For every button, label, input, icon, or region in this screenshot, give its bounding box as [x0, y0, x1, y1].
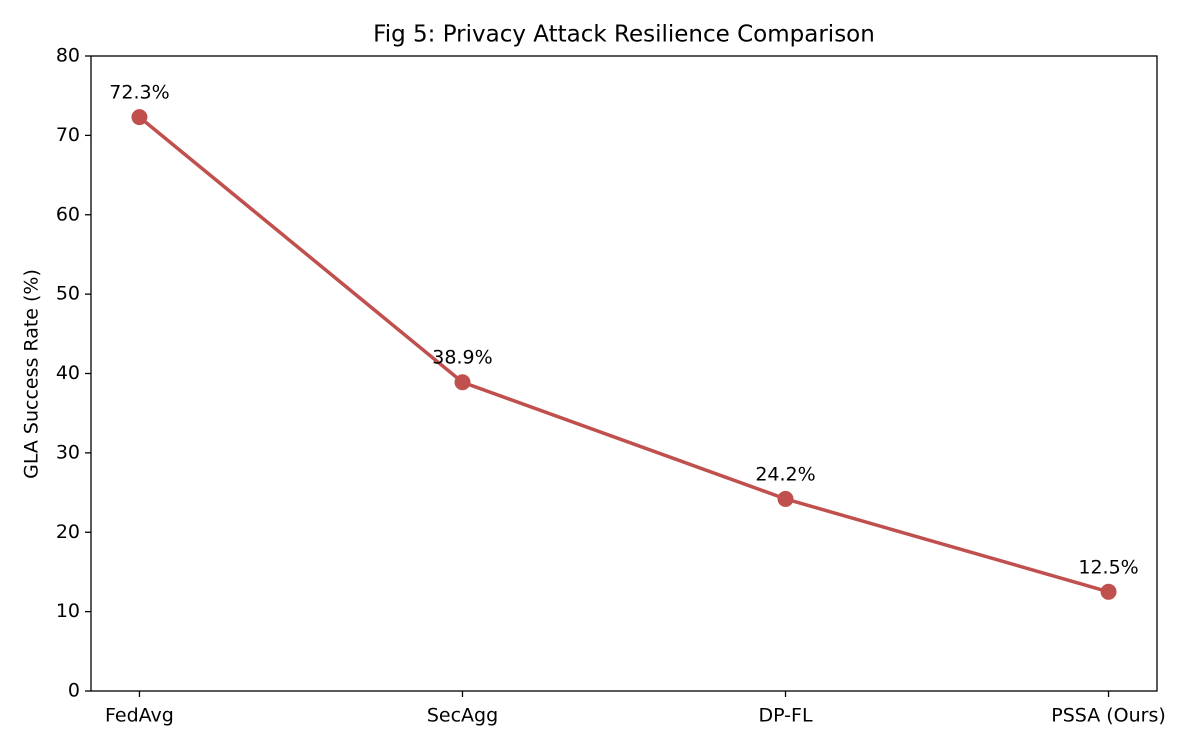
x-tick-label: SecAgg — [427, 705, 498, 727]
y-tick-label: 50 — [56, 283, 80, 305]
y-tick-label: 70 — [56, 124, 80, 146]
value-label: 38.9% — [432, 347, 492, 369]
chart-title: Fig 5: Privacy Attack Resilience Compari… — [373, 22, 875, 48]
x-tick-label: DP-FL — [758, 705, 812, 727]
y-axis-label: GLA Success Rate (%) — [21, 269, 43, 479]
x-tick-label: FedAvg — [105, 705, 174, 727]
y-tick-label: 40 — [56, 362, 80, 384]
x-tick-label: PSSA (Ours) — [1051, 705, 1166, 727]
y-tick-label: 0 — [68, 680, 80, 702]
value-label: 72.3% — [109, 82, 169, 104]
y-tick-label: 20 — [56, 521, 80, 543]
y-tick-label: 30 — [56, 441, 80, 463]
y-tick-label: 80 — [56, 45, 80, 67]
data-line — [138, 115, 1110, 594]
y-tick-label: 60 — [56, 203, 80, 225]
value-label: 24.2% — [755, 463, 815, 485]
value-label: 12.5% — [1078, 556, 1138, 578]
y-tick-label: 10 — [56, 600, 80, 622]
data-point — [454, 374, 471, 391]
data-point — [131, 109, 148, 126]
data-point — [1100, 583, 1117, 600]
data-point — [777, 490, 794, 507]
